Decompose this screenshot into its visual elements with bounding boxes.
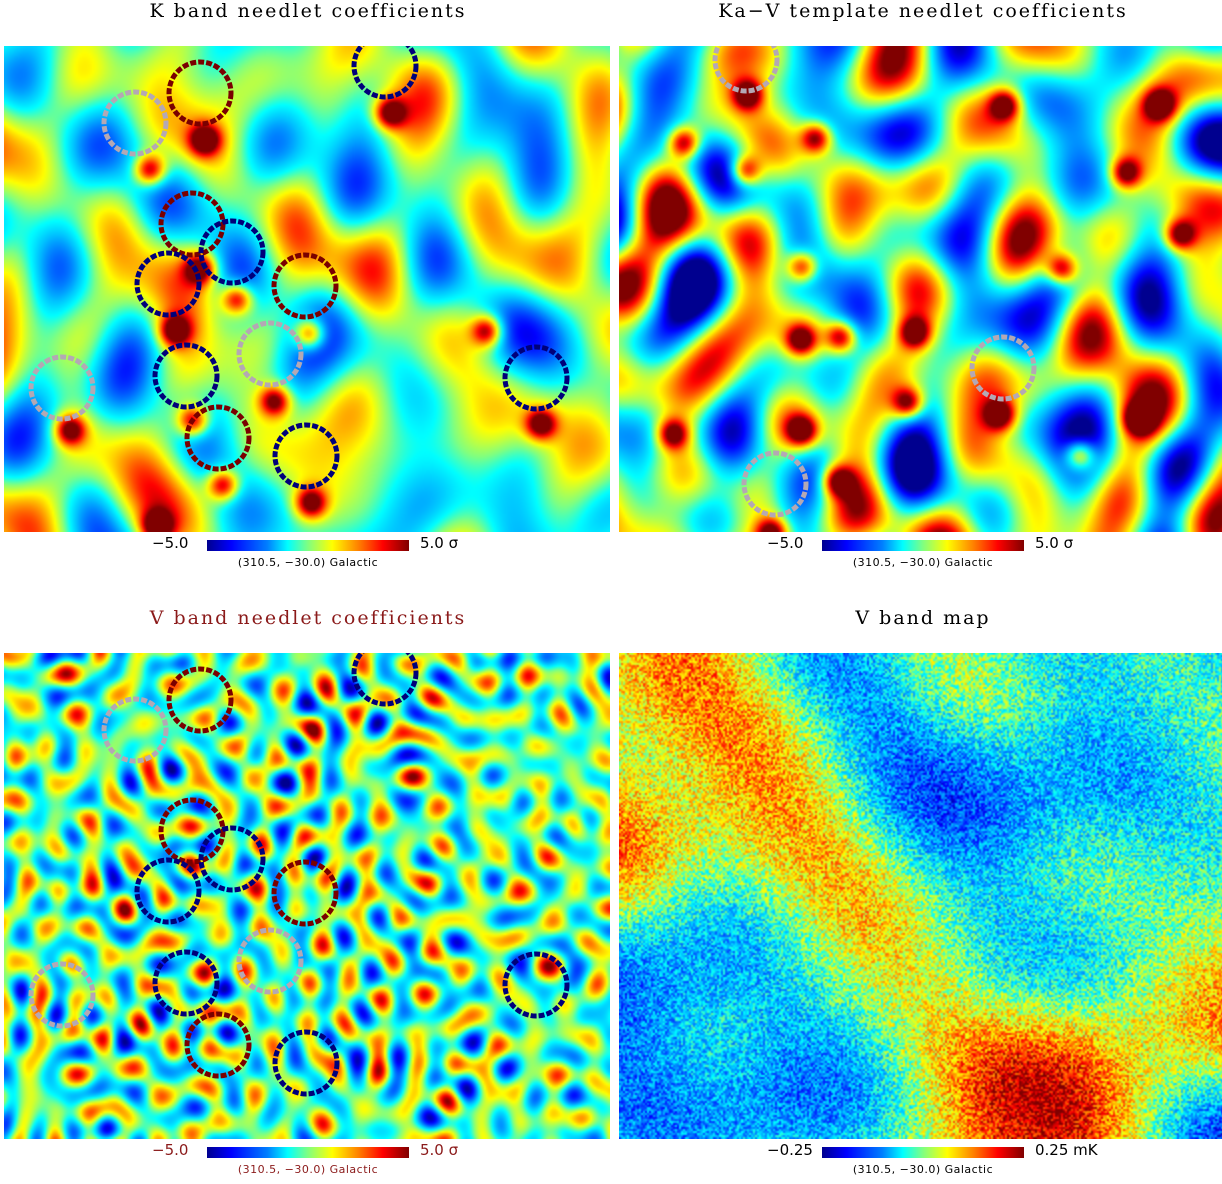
colorbar: −5.0 5.0 σ — [619, 534, 1222, 554]
source-circle — [152, 342, 220, 410]
panel-k-band: K band needlet coefficients −5.0 5.0 σ (… — [4, 0, 612, 580]
colorbar: −5.0 5.0 σ — [4, 1141, 612, 1161]
panel-v-band-needlet: V band needlet coefficients −5.0 5.0 σ (… — [4, 607, 612, 1184]
colorbar-gradient — [207, 540, 409, 551]
source-circles — [28, 653, 570, 1097]
source-circle — [134, 857, 202, 925]
needlet-map — [619, 46, 1222, 532]
source-circle — [101, 89, 169, 157]
colorbar-min-label: −0.25 — [767, 1141, 813, 1159]
colorbar-max-label: 0.25 mK — [1035, 1141, 1098, 1159]
source-circle — [166, 666, 234, 734]
colorbar-gradient — [822, 540, 1024, 551]
coordinates-label: (310.5, −30.0) Galactic — [237, 556, 379, 569]
source-circle — [236, 320, 304, 388]
coordinates-label: (310.5, −30.0) Galactic — [852, 556, 994, 569]
source-circle — [166, 59, 234, 127]
colorbar-min-label: −5.0 — [152, 1141, 189, 1159]
source-circle — [158, 190, 226, 258]
colorbar: −0.25 0.25 mK — [619, 1141, 1222, 1161]
source-circle — [184, 404, 252, 472]
source-circle — [152, 949, 220, 1017]
panel-title: Ka−V template needlet coefficients — [718, 0, 1128, 22]
map-image — [619, 46, 1222, 532]
source-circle — [502, 344, 570, 412]
source-circle — [28, 354, 96, 422]
needlet-map — [4, 653, 610, 1139]
source-circle — [272, 1029, 340, 1097]
colorbar: −5.0 5.0 σ — [4, 534, 612, 554]
source-circle — [198, 825, 266, 893]
source-circle — [28, 961, 96, 1029]
colorbar-min-label: −5.0 — [767, 534, 804, 552]
source-circles — [619, 653, 1222, 1139]
source-circle — [271, 252, 339, 320]
panel-title: V band needlet coefficients — [149, 607, 467, 629]
colorbar-max-label: 5.0 σ — [420, 1141, 459, 1159]
coordinates-label: (310.5, −30.0) Galactic — [852, 1163, 994, 1176]
source-circle — [271, 859, 339, 927]
source-circle — [351, 653, 419, 707]
panel-title: V band map — [855, 607, 991, 629]
source-circle — [969, 334, 1037, 402]
source-circle — [134, 250, 202, 318]
source-circle — [272, 422, 340, 490]
source-circles — [712, 46, 1037, 518]
sky-map — [619, 653, 1222, 1139]
coordinates-label: (310.5, −30.0) Galactic — [237, 1163, 379, 1176]
colorbar-max-label: 5.0 σ — [420, 534, 459, 552]
source-circle — [351, 46, 419, 100]
source-circle — [158, 797, 226, 865]
source-circle — [101, 696, 169, 764]
source-circle — [741, 450, 809, 518]
map-image — [619, 653, 1222, 1139]
panel-ka-v-template: Ka−V template needlet coefficients −5.0 … — [619, 0, 1222, 580]
needlet-map — [4, 46, 610, 532]
panel-v-band-map: V band map −0.25 0.25 mK (310.5, −30.0) … — [619, 607, 1222, 1184]
colorbar-max-label: 5.0 σ — [1035, 534, 1074, 552]
colorbar-gradient — [822, 1147, 1024, 1158]
source-circles — [28, 46, 570, 490]
colorbar-gradient — [207, 1147, 409, 1158]
source-circle — [184, 1011, 252, 1079]
source-circle — [236, 927, 304, 995]
source-circle — [502, 951, 570, 1019]
source-circle — [712, 46, 780, 94]
source-circle — [198, 218, 266, 286]
colorbar-min-label: −5.0 — [152, 534, 189, 552]
panel-title: K band needlet coefficients — [149, 0, 467, 22]
